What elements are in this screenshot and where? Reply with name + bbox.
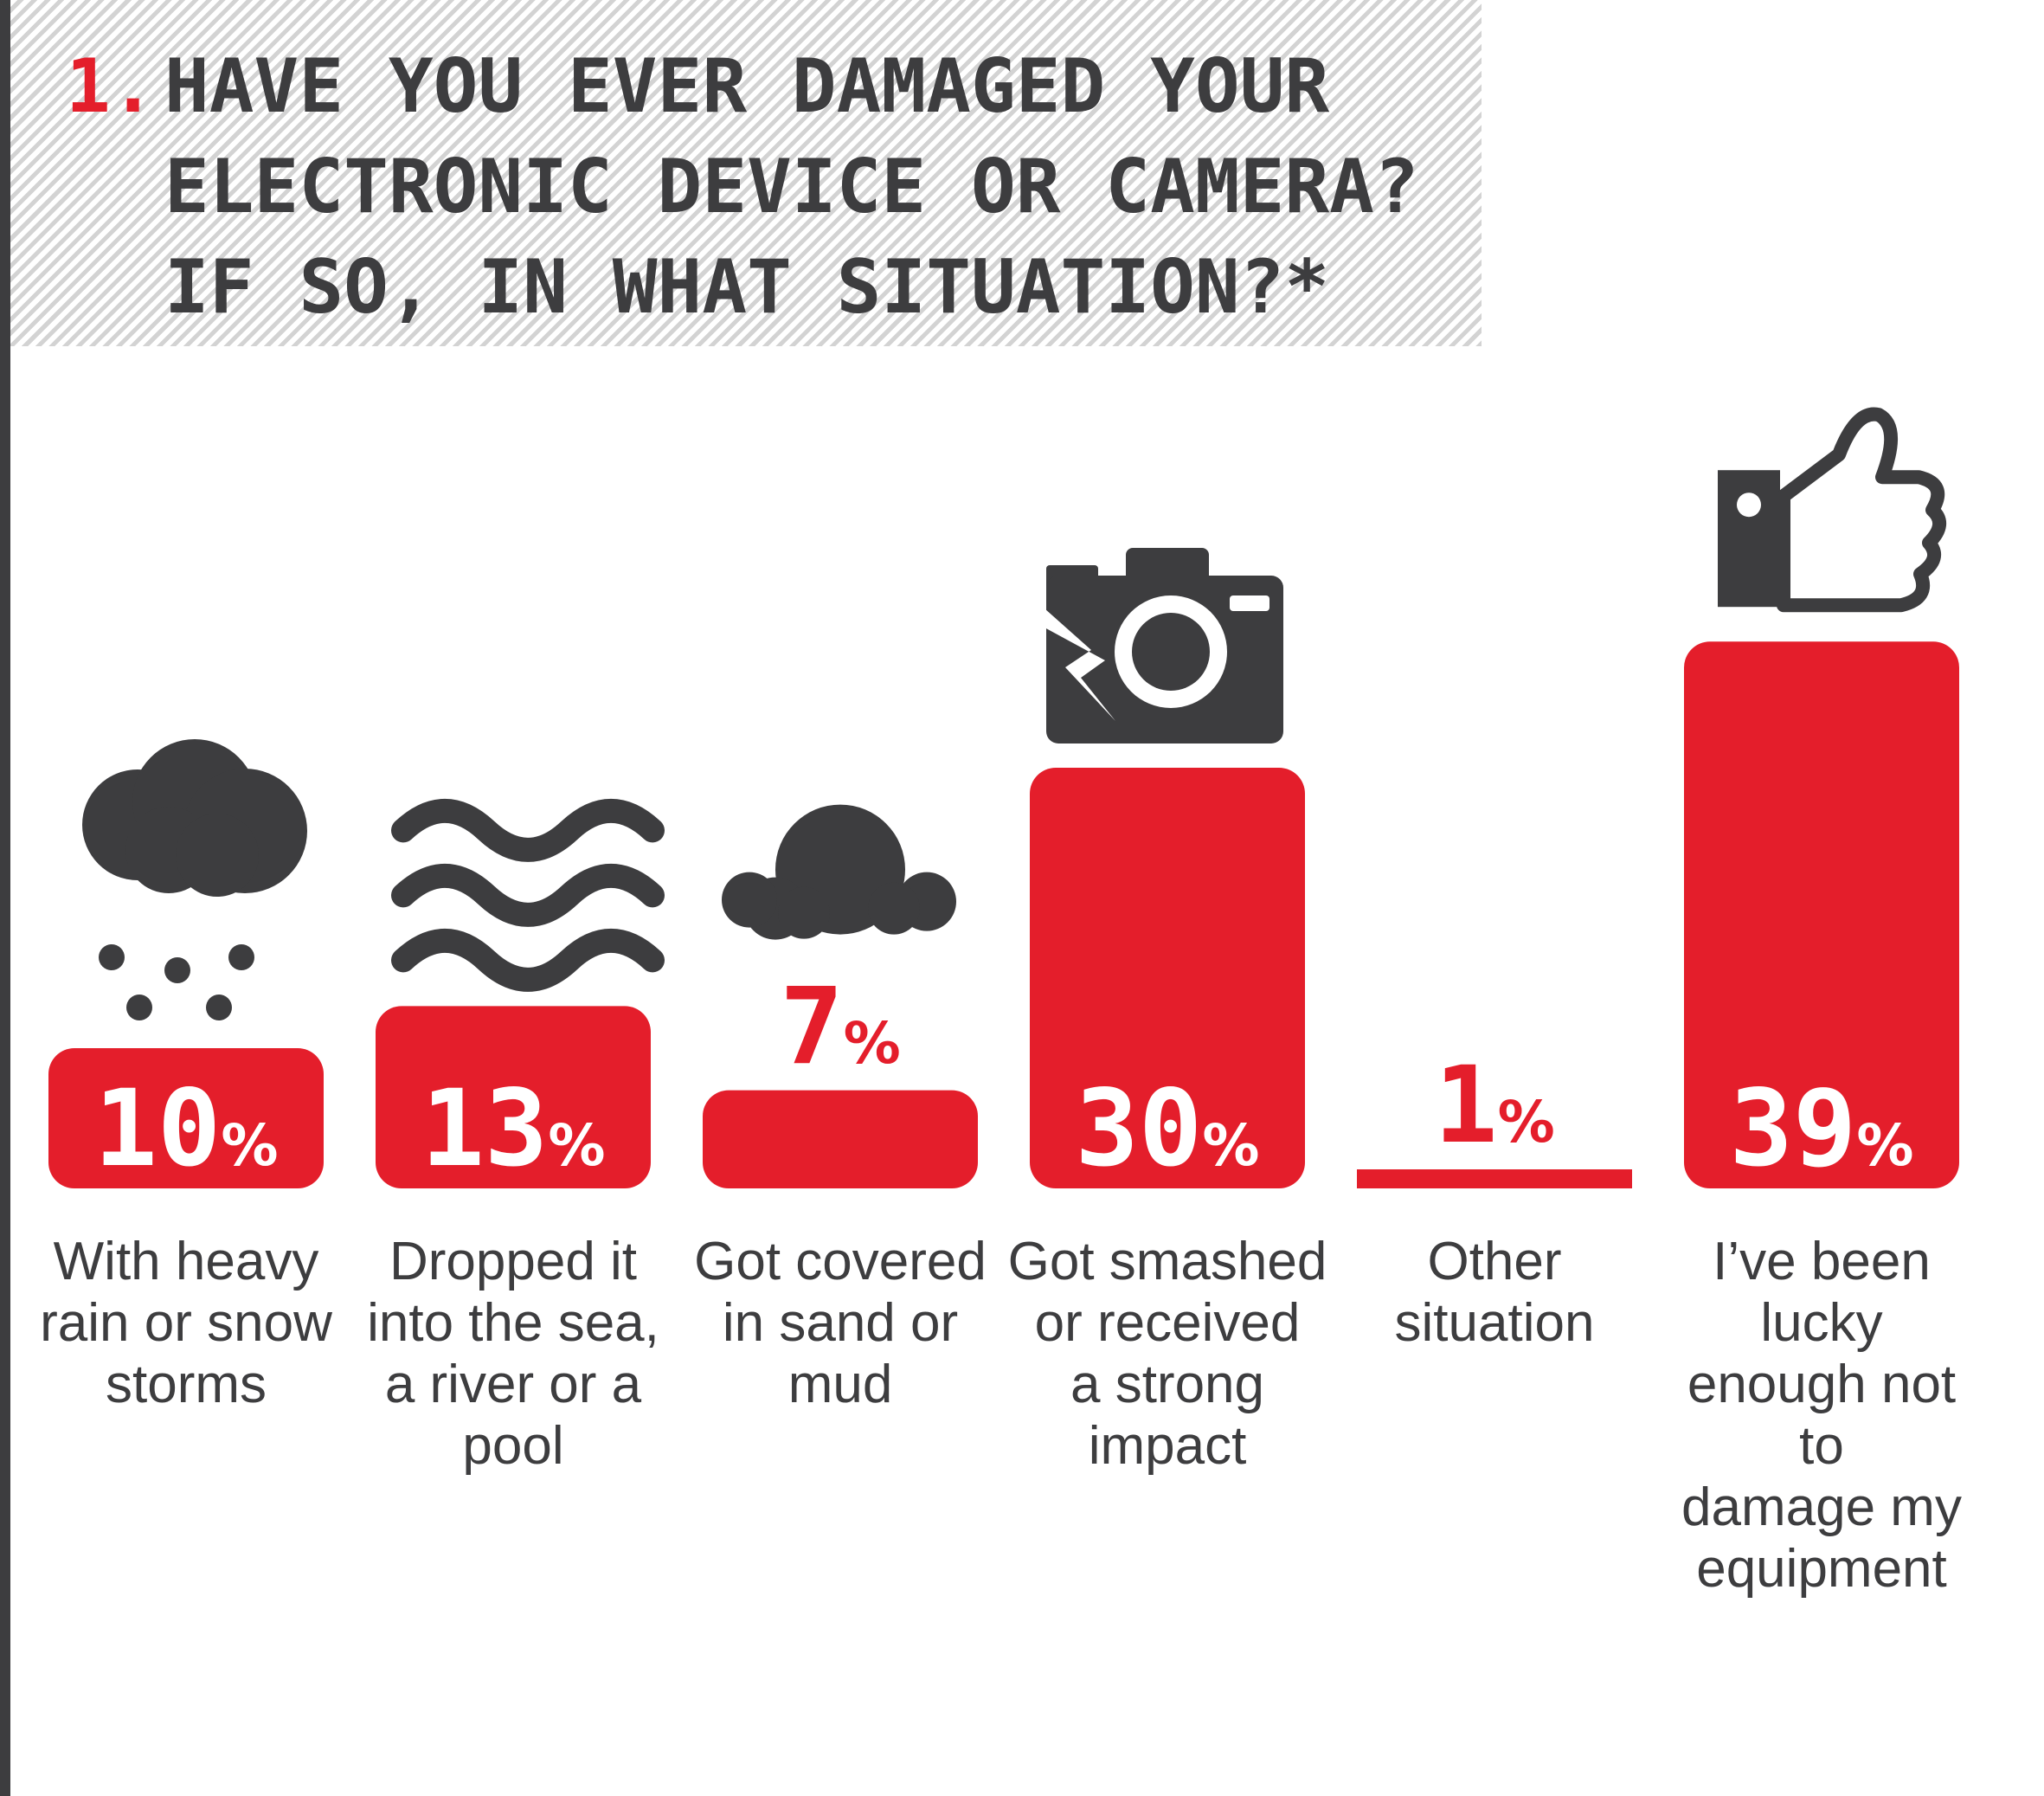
category-label-4: Got smashed or received a strong impact — [1007, 1232, 1327, 1476]
value-label-1: 10% — [48, 1067, 324, 1190]
value-number: 1 — [1434, 1044, 1498, 1167]
value-label-6: 39% — [1684, 1067, 1959, 1190]
value-unit: % — [221, 1112, 279, 1179]
value-number: 30 — [1075, 1067, 1203, 1190]
mud-icon — [722, 804, 956, 940]
value-label-3: 7% — [703, 965, 978, 1088]
bar-5 — [1357, 1169, 1632, 1188]
value-number: 7 — [780, 964, 844, 1088]
value-label-2: 13% — [376, 1067, 651, 1190]
smashed-camera-icon — [1044, 548, 1283, 744]
bar-3 — [703, 1090, 978, 1188]
bar-1 — [48, 1048, 324, 1188]
value-label-4: 30% — [1030, 1067, 1305, 1190]
value-unit: % — [1202, 1112, 1260, 1179]
value-label-5: 1% — [1357, 1044, 1632, 1167]
value-unit: % — [843, 1009, 901, 1077]
thumbs-up-icon — [1718, 407, 1946, 613]
value-number: 39 — [1729, 1067, 1857, 1190]
question-line-2: ELECTRONIC DEVICE OR CAMERA? — [164, 144, 1419, 230]
storm-cloud-icon — [82, 739, 307, 1020]
waves-icon — [391, 799, 665, 992]
category-label-6: I’ve been lucky enough not to damage my … — [1681, 1232, 1962, 1599]
value-number: 13 — [421, 1067, 549, 1190]
category-label-2: Dropped it into the sea, a river or a po… — [367, 1232, 659, 1476]
category-label-5: Other situation — [1394, 1232, 1595, 1353]
category-label-1: With heavy rain or snow storms — [40, 1232, 332, 1414]
bar-6 — [1684, 641, 1959, 1188]
bar-2 — [376, 1006, 651, 1188]
category-label-3: Got covered in sand or mud — [694, 1232, 987, 1414]
value-unit: % — [1497, 1089, 1555, 1155]
value-unit: % — [1856, 1112, 1914, 1179]
question-line-3: IF SO, IN WHAT SITUATION?* — [164, 244, 1330, 331]
question-number: 1. — [66, 43, 156, 130]
left-rule — [0, 0, 10, 1796]
bar-4 — [1030, 768, 1305, 1188]
value-unit: % — [548, 1112, 606, 1179]
value-number: 10 — [93, 1067, 222, 1190]
question-line-1: HAVE YOU EVER DAMAGED YOUR — [164, 43, 1330, 130]
question-header: 1. HAVE YOU EVER DAMAGED YOUR ELECTRONIC… — [10, 0, 1482, 346]
